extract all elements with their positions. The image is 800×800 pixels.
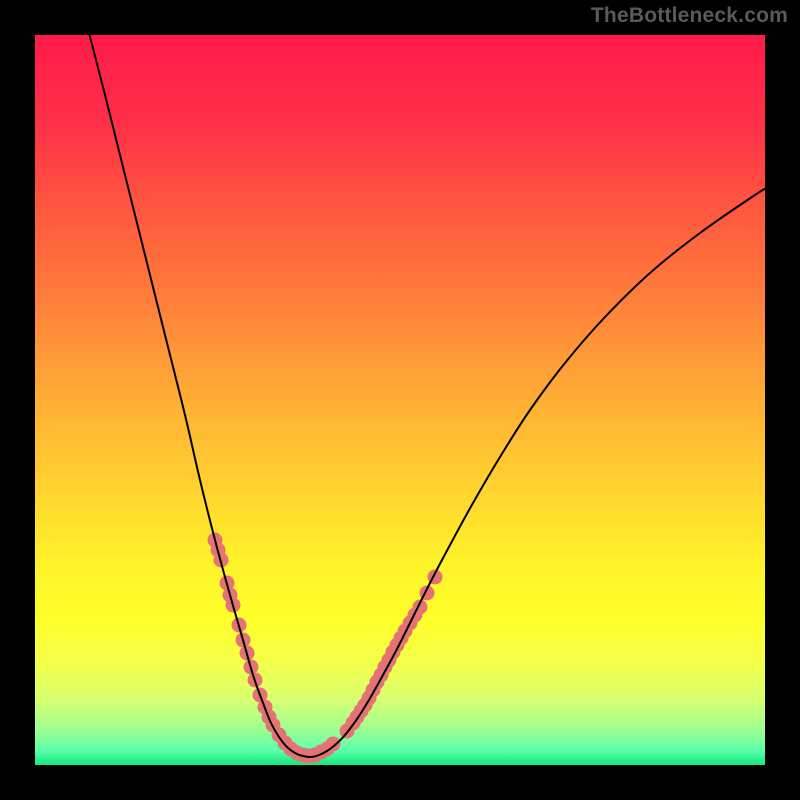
data-markers (208, 533, 443, 764)
curve-line (87, 35, 765, 757)
bottleneck-curve (35, 35, 765, 765)
data-marker (326, 737, 341, 752)
plot-area (35, 35, 765, 765)
watermark-text: TheBottleneck.com (591, 4, 788, 28)
